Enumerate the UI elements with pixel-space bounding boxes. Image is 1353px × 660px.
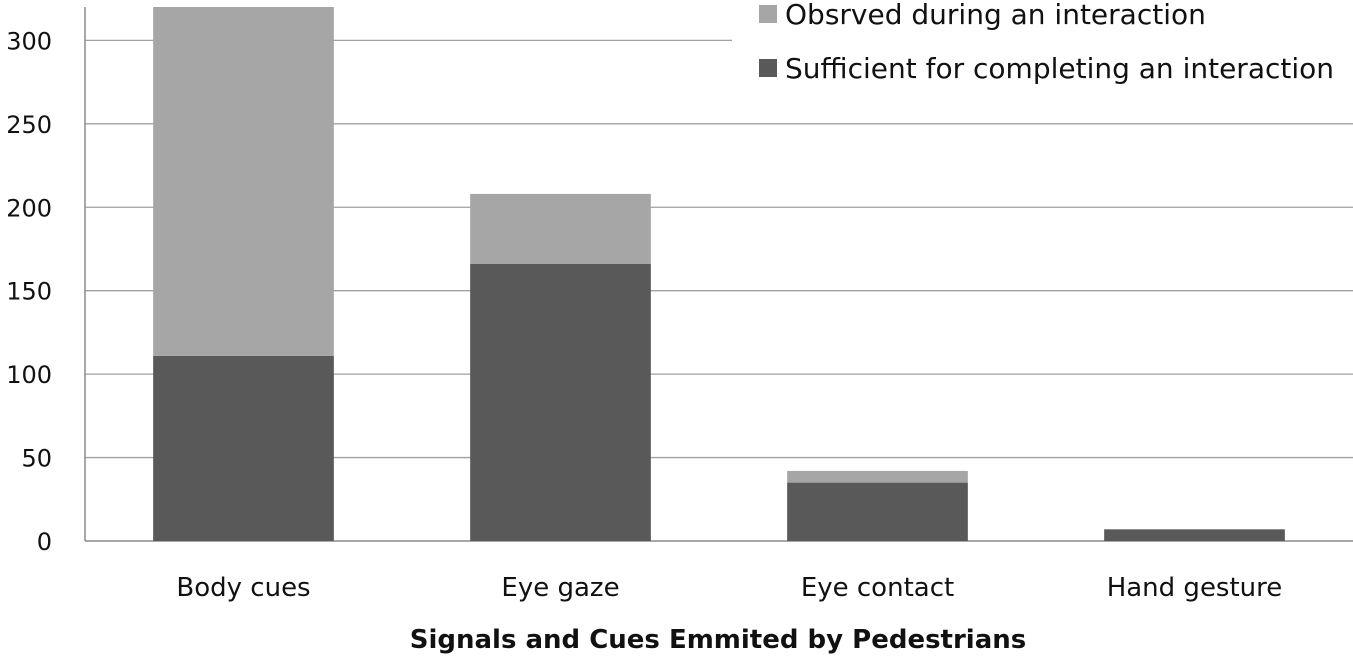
y-tick-label: 0 (37, 528, 52, 556)
legend-swatch (759, 59, 777, 77)
bar-sufficient (1104, 529, 1285, 541)
y-tick-label: 200 (6, 194, 52, 222)
x-tick-label: Hand gesture (1107, 573, 1283, 603)
bar-observed (470, 193, 651, 264)
bar-sufficient (153, 355, 334, 541)
bar-sufficient (787, 482, 968, 541)
legend-background (732, 0, 1353, 90)
bar-sufficient (470, 263, 651, 541)
legend-label: Sufficient for completing an interaction (785, 52, 1334, 85)
axis-labels: 0 50 100 150 200 250 300 Body cues Eye gaze Eye c… (6, 27, 1282, 603)
y-tick-label: 100 (6, 361, 52, 389)
y-tick-label: 50 (21, 445, 52, 473)
x-axis-title: Signals and Cues Emmited by Pedestrians (410, 625, 1027, 655)
y-tick-label: 250 (6, 111, 52, 139)
y-tick-label: 150 (6, 278, 52, 306)
legend-swatch (759, 5, 777, 23)
bar-observed (153, 7, 334, 356)
legend-label: Obsrved during an interaction (785, 0, 1206, 31)
bars (153, 7, 1285, 541)
x-tick-label: Body cues (176, 573, 310, 603)
y-tick-label: 300 (6, 27, 52, 55)
legend: Obsrved during an interaction Sufficient … (759, 0, 1334, 85)
bar-observed (787, 470, 968, 483)
x-tick-label: Eye gaze (501, 573, 619, 603)
x-tick-label: Eye contact (801, 573, 954, 603)
